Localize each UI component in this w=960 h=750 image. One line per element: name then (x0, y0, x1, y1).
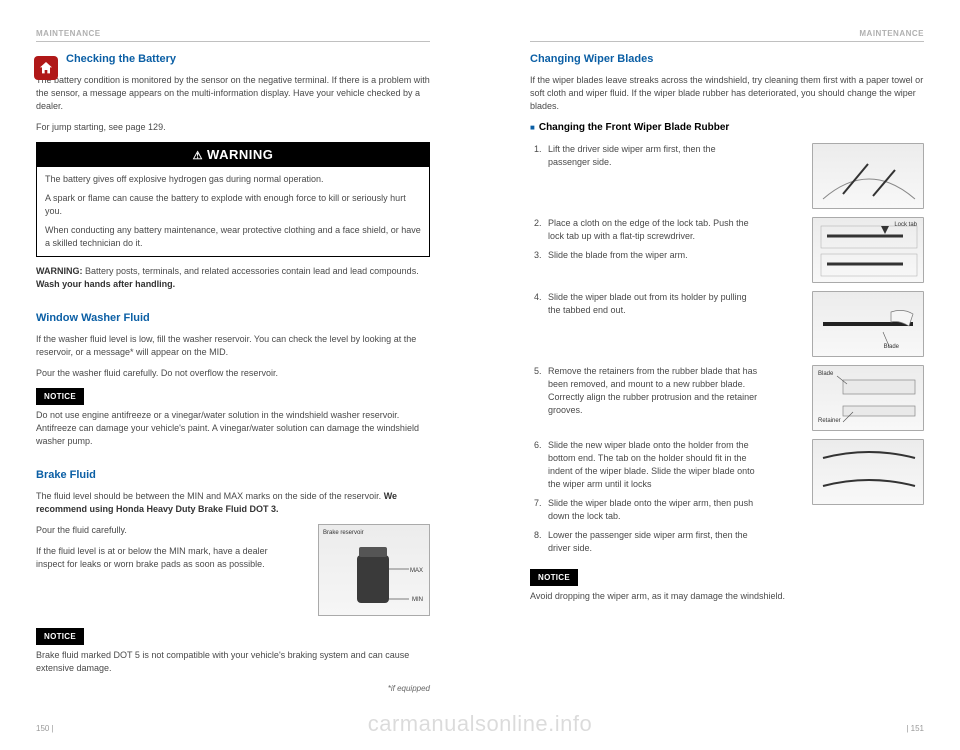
page-left: MAINTENANCE Checking the Battery The bat… (0, 0, 480, 750)
notice-tag-washer: NOTICE (36, 388, 84, 405)
house-icon (38, 60, 54, 76)
battery-body-2: For jump starting, see page 129. (36, 121, 430, 134)
brake-body-3: If the fluid level is at or below the MI… (36, 545, 286, 571)
brake-body-1-pre: The fluid level should be between the MI… (36, 491, 384, 501)
page-number-left: 150 | (36, 723, 54, 734)
brake-notice-text: Brake fluid marked DOT 5 is not compatib… (36, 649, 430, 675)
washer-notice-text: Do not use engine antifreeze or a vinega… (36, 409, 430, 448)
battery-body-1: The battery condition is monitored by th… (36, 74, 430, 113)
warning-box: WARNING The battery gives off explosive … (36, 142, 430, 258)
brake-reservoir-illustration (319, 525, 431, 617)
warning-line-1: The battery gives off explosive hydrogen… (45, 173, 421, 186)
page-header: MAINTENANCE (36, 28, 430, 42)
step-3: Slide the blade from the wiper arm. (530, 249, 760, 262)
step-6: Slide the new wiper blade onto the holde… (530, 439, 760, 491)
notice-tag-wiper: NOTICE (530, 569, 578, 586)
step-row-5: Remove the retainers from the rubber bla… (530, 365, 924, 431)
header-label-right: MAINTENANCE (859, 28, 924, 39)
label-blade: Blade (884, 343, 899, 351)
figure-blade-pull: Blade (812, 291, 924, 357)
wiper-notice-text: Avoid dropping the wiper arm, as it may … (530, 590, 924, 603)
page-right: MAINTENANCE Changing Wiper Blades If the… (480, 0, 960, 750)
step-row-2: Place a cloth on the edge of the lock ta… (530, 217, 924, 283)
steps-2-3: Place a cloth on the edge of the lock ta… (530, 217, 760, 268)
step-row-4: Slide the wiper blade out from its holde… (530, 291, 924, 357)
warning-line-2: A spark or flame can cause the battery t… (45, 192, 421, 218)
step-4: Slide the wiper blade out from its holde… (530, 291, 760, 317)
step-7: Slide the wiper blade onto the wiper arm… (530, 497, 760, 523)
header-label-left: MAINTENANCE (36, 28, 101, 39)
battery-post-warning: WARNING: Battery posts, terminals, and r… (36, 265, 430, 291)
figure-retainer: Blade Retainer (812, 365, 924, 431)
blade-pull-illustration (813, 292, 924, 357)
section-title-wipers: Changing Wiper Blades (530, 52, 924, 67)
home-icon[interactable] (34, 56, 58, 80)
subsection-title-front-rubber: Changing the Front Wiper Blade Rubber (530, 121, 924, 135)
figure-wiper-lift (812, 143, 924, 209)
wipers-intro: If the wiper blades leave streaks across… (530, 74, 924, 113)
footnote-equipped: *if equipped (36, 683, 430, 694)
figure-reinstall (812, 439, 924, 505)
washer-body-1: If the washer fluid level is low, fill t… (36, 333, 430, 359)
battery-post-warning-bold: Wash your hands after handling. (36, 279, 175, 289)
wiper-lift-illustration (813, 144, 924, 209)
manual-spread: MAINTENANCE Checking the Battery The bat… (0, 0, 960, 750)
step-1: Lift the driver side wiper arm first, th… (530, 143, 760, 169)
brake-reservoir-figure: Brake reservoir MAX MIN (318, 524, 430, 616)
washer-body-2: Pour the washer fluid carefully. Do not … (36, 367, 430, 380)
step-2: Place a cloth on the edge of the lock ta… (530, 217, 760, 243)
page-number-right: | 151 (906, 723, 924, 734)
steps-6-8: Slide the new wiper blade onto the holde… (530, 439, 760, 561)
battery-post-warning-prefix: WARNING: (36, 266, 83, 276)
reinstall-illustration (813, 440, 924, 505)
battery-post-warning-text: Battery posts, terminals, and related ac… (83, 266, 419, 276)
brake-body-1: The fluid level should be between the MI… (36, 490, 430, 516)
page-header-right: MAINTENANCE (530, 28, 924, 42)
steps-1: Lift the driver side wiper arm first, th… (530, 143, 760, 175)
warning-header: WARNING (37, 143, 429, 167)
step-5: Remove the retainers from the rubber bla… (530, 365, 760, 417)
section-title-brake: Brake Fluid (36, 468, 430, 483)
label-retainer: Retainer (818, 417, 841, 425)
step-row-1: Lift the driver side wiper arm first, th… (530, 143, 924, 209)
notice-tag-brake: NOTICE (36, 628, 84, 645)
figure-lock-tab: Lock tab (812, 217, 924, 283)
warning-body: The battery gives off explosive hydrogen… (37, 167, 429, 256)
brake-body-2: Pour the fluid carefully. (36, 524, 286, 537)
steps-5: Remove the retainers from the rubber bla… (530, 365, 760, 423)
label-blade-2: Blade (818, 370, 833, 378)
section-title-washer: Window Washer Fluid (36, 311, 430, 326)
step-8: Lower the passenger side wiper arm first… (530, 529, 760, 555)
warning-line-3: When conducting any battery maintenance,… (45, 224, 421, 250)
steps-4: Slide the wiper blade out from its holde… (530, 291, 760, 323)
step-row-6: Slide the new wiper blade onto the holde… (530, 439, 924, 561)
section-title-battery: Checking the Battery (66, 52, 430, 67)
label-lock-tab: Lock tab (894, 221, 917, 229)
